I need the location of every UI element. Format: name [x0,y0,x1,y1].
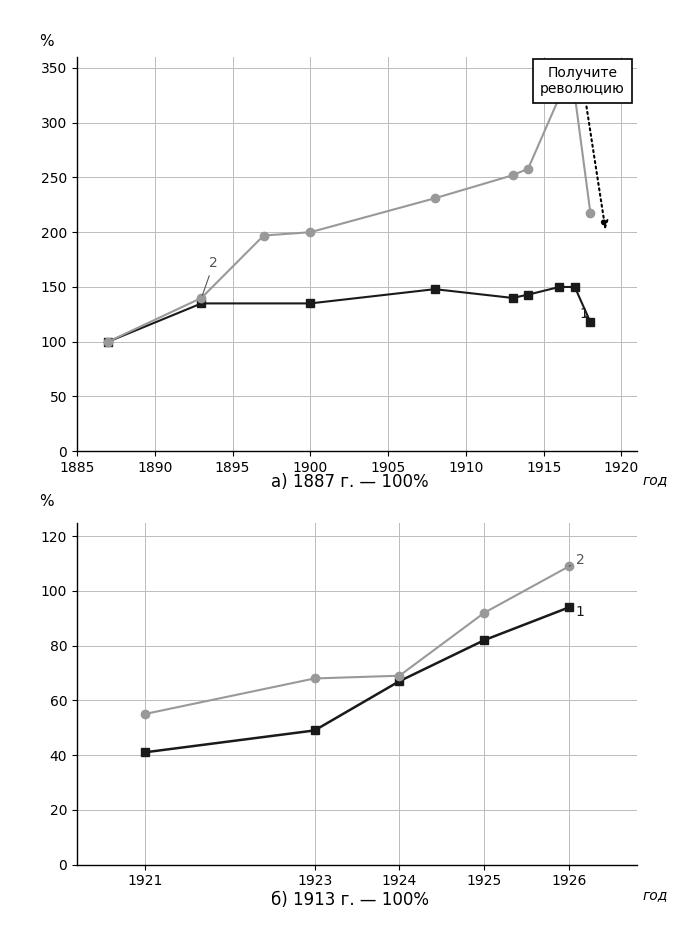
Text: а) 1887 г. — 100%: а) 1887 г. — 100% [271,473,429,491]
Text: Получите
революцию: Получите революцию [540,66,625,227]
Text: %: % [39,494,53,509]
Text: %: % [39,34,53,49]
Text: 1: 1 [580,307,589,321]
Text: 1: 1 [569,604,584,618]
Text: 2: 2 [202,256,218,295]
Text: год: год [643,888,668,902]
Text: 2: 2 [569,553,584,566]
Text: год: год [643,473,668,487]
Text: б) 1913 г. — 100%: б) 1913 г. — 100% [271,891,429,909]
